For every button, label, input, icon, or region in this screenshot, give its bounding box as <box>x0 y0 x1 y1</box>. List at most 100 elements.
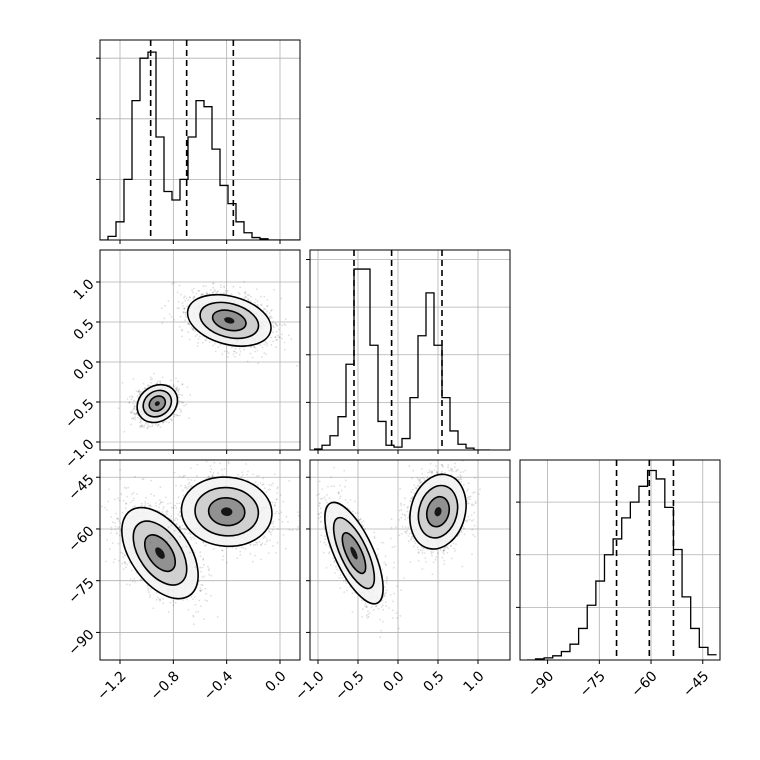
sample-point <box>130 423 133 426</box>
sample-point <box>153 509 155 512</box>
sample-point <box>212 282 214 285</box>
scatter-panel-0-2 <box>94 459 301 664</box>
sample-point <box>123 430 126 433</box>
sample-point <box>177 380 179 383</box>
sample-point <box>247 297 249 300</box>
sample-point <box>170 419 173 422</box>
sample-point <box>192 598 194 600</box>
sample-point <box>128 395 131 398</box>
sample-point <box>186 598 189 601</box>
sample-point <box>281 324 283 327</box>
sample-point <box>274 501 277 504</box>
sample-point <box>167 300 170 302</box>
sample-point <box>266 305 268 308</box>
sample-point <box>195 542 198 545</box>
sample-point <box>173 471 176 474</box>
sample-point <box>153 495 155 497</box>
sample-point <box>118 520 120 522</box>
sample-point <box>159 381 162 384</box>
sample-point <box>219 343 222 346</box>
sample-point <box>222 292 224 295</box>
sample-point <box>174 413 176 416</box>
sample-point <box>139 418 141 420</box>
sample-point <box>132 402 135 405</box>
sample-point <box>217 346 220 349</box>
contour-line-0-1-1 <box>199 301 260 340</box>
sample-point <box>234 355 236 358</box>
sample-point <box>193 296 196 299</box>
density-level-0-1-3 <box>224 317 235 324</box>
sample-point <box>266 538 269 541</box>
sample-point <box>149 378 152 381</box>
sample-point <box>158 510 161 513</box>
sample-point <box>121 552 124 555</box>
sample-point <box>207 569 210 572</box>
sample-point <box>200 570 202 573</box>
sample-point <box>185 403 188 406</box>
sample-point <box>131 409 134 412</box>
sample-point <box>250 300 252 303</box>
sample-point <box>184 299 187 302</box>
sample-point <box>185 486 188 488</box>
sample-point <box>195 611 197 613</box>
sample-point <box>121 511 124 514</box>
sample-point <box>125 487 128 490</box>
panel-frame-diag-2 <box>519 459 721 661</box>
sample-point <box>149 596 151 599</box>
sample-point <box>266 304 269 307</box>
sample-point <box>175 387 178 390</box>
sample-point <box>111 521 114 524</box>
sample-point <box>183 297 185 299</box>
sample-point <box>137 417 139 419</box>
sample-point <box>138 421 141 424</box>
sample-point <box>270 316 273 319</box>
sample-point <box>181 394 184 397</box>
sample-point <box>146 423 149 425</box>
sample-point <box>175 388 178 391</box>
sample-point <box>130 410 132 413</box>
sample-point <box>140 419 142 421</box>
sample-point <box>110 526 113 529</box>
sample-point <box>126 495 129 498</box>
sample-point <box>172 604 175 607</box>
sample-point <box>163 317 166 320</box>
contour-line-0-1-0 <box>186 293 272 347</box>
sample-point <box>147 502 150 505</box>
sample-point <box>279 336 281 339</box>
sample-point <box>109 532 112 534</box>
sample-point <box>130 411 132 414</box>
sample-point <box>140 502 143 505</box>
sample-point <box>136 395 139 398</box>
sample-point <box>134 413 137 416</box>
sample-point <box>201 576 204 579</box>
sample-point <box>165 421 168 423</box>
sample-point <box>181 383 184 386</box>
sample-point <box>199 555 202 558</box>
sample-point <box>214 350 217 353</box>
sample-point <box>261 346 264 349</box>
sample-point <box>161 322 164 324</box>
sample-point <box>178 408 181 411</box>
sample-point <box>273 504 276 507</box>
sample-point <box>244 296 247 299</box>
sample-point <box>178 388 181 391</box>
sample-point <box>212 548 215 550</box>
sample-point <box>123 554 126 557</box>
sample-point <box>132 407 135 410</box>
sample-point <box>122 556 125 558</box>
sample-point <box>148 425 151 428</box>
sample-point <box>204 587 207 590</box>
panel-frame-0-1 <box>99 249 301 451</box>
sample-point <box>181 335 183 338</box>
contour-line-0-0-0 <box>136 383 179 424</box>
sample-point <box>223 350 226 352</box>
sample-point <box>199 566 202 569</box>
sample-point <box>191 289 193 292</box>
sample-point <box>185 297 188 299</box>
sample-point <box>263 343 266 345</box>
sample-point <box>189 536 192 539</box>
sample-point <box>94 551 96 553</box>
sample-point <box>187 540 189 543</box>
sample-point <box>189 467 192 470</box>
sample-point <box>140 425 142 427</box>
